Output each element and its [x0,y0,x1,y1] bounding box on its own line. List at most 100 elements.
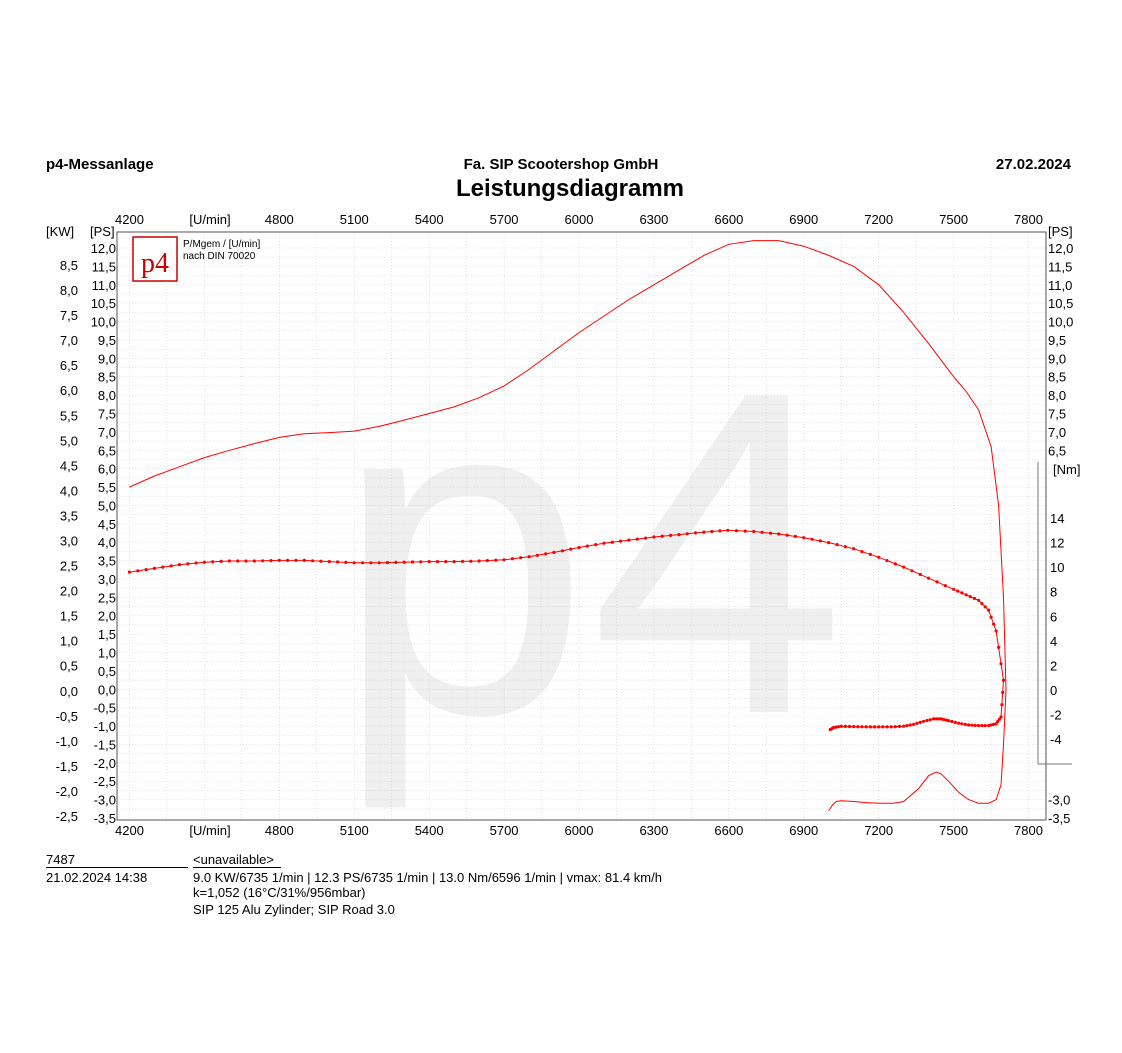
nm-tick-label: 10 [1050,560,1064,575]
nm-tick-label: -2 [1050,708,1062,723]
torque-marker [444,560,448,564]
x-tick-label-top: 7200 [864,212,893,227]
torque-marker [577,545,581,550]
x-tick-label-bottom: 5400 [415,823,444,838]
ps-tick-label-right: 7,0 [1048,425,1066,440]
torque-marker [802,536,806,540]
kw-tick-label: -0,5 [56,709,78,724]
torque-marker [968,595,972,599]
logo-text: p4 [141,248,169,279]
torque-marker [942,717,946,722]
torque-marker [211,560,215,564]
torque-marker [302,558,306,563]
ps-tick-label-left: 5,0 [98,498,116,513]
kw-tick-label: 8,0 [60,283,78,298]
kw-axis-label: [KW] [46,224,74,239]
torque-marker [902,724,906,728]
torque-marker [827,541,831,545]
torque-marker [970,723,974,727]
header-center: Fa. SIP Scootershop GmbH [463,156,659,173]
kw-tick-label: 7,0 [60,333,78,348]
torque-marker [311,559,315,563]
torque-marker [319,559,323,563]
torque-marker [839,724,843,728]
torque-marker [427,560,431,564]
kw-tick-label: -1,5 [56,759,78,774]
torque-marker [344,560,348,565]
x-tick-label-bottom: 5700 [490,823,519,838]
ps-tick-label-left: 4,0 [98,535,116,550]
ps-tick-label-left: 11,0 [92,278,116,293]
ps-tick-label-left: -3,5 [94,811,116,826]
torque-marker [677,533,681,537]
torque-marker [925,718,929,723]
x-tick-label-bottom: 7800 [1014,823,1043,838]
ps-tick-label-left: 1,5 [98,627,116,642]
header-left: p4-Messanlage [46,156,154,173]
torque-marker [997,717,1002,721]
torque-marker [918,720,922,725]
torque-marker [610,540,614,544]
torque-marker [852,725,856,729]
torque-marker [843,545,848,549]
torque-marker [527,555,531,559]
kw-tick-label: -1,0 [56,734,78,749]
torque-marker [1001,678,1006,682]
torque-marker [810,537,814,541]
torque-marker [856,725,860,729]
x-tick-label-top: 5100 [340,212,369,227]
torque-marker [852,547,856,551]
x-tick-label-bottom: 4800 [265,823,294,838]
ps-tick-label-left: 0,0 [98,682,116,697]
torque-marker [402,560,406,564]
ps-tick-label-left: 6,0 [98,462,116,477]
torque-marker [989,615,993,619]
torque-marker [494,558,498,562]
torque-marker [963,722,967,727]
kw-tick-label: -2,0 [56,784,78,799]
torque-marker [410,560,415,564]
torque-marker [227,559,231,563]
torque-marker [994,629,998,633]
run-id-underline [46,867,188,868]
ps-tick-label-left: 3,5 [98,554,116,569]
torque-marker [152,566,157,571]
torque-marker [934,717,938,721]
torque-marker [244,559,248,563]
torque-marker [835,543,839,547]
torque-marker [793,534,798,539]
ps-tick-label-left: 7,0 [98,425,116,440]
torque-marker [860,550,864,554]
torque-marker [935,580,939,584]
torque-marker [999,715,1003,719]
kw-tick-label: 8,5 [60,258,78,273]
torque-marker [947,719,951,723]
torque-marker [980,724,984,728]
ps-tick-label-left: 9,5 [98,333,116,348]
torque-marker [294,558,298,563]
torque-marker [635,537,639,541]
torque-marker [912,722,916,727]
torque-marker [952,587,956,591]
torque-marker [872,725,877,729]
torque-marker [837,725,841,729]
nm-tick-label: 4 [1050,634,1057,649]
torque-marker [992,722,996,727]
x-tick-label-top: 5400 [415,212,444,227]
ps-tick-label-right: -3,0 [1048,793,1070,808]
torque-marker [987,608,991,612]
power-curve [129,240,1007,811]
ps-tick-label-right: 11,0 [1048,278,1072,293]
ps-tick-label-left: 1,0 [98,646,116,661]
ps-tick-label-left: -3,0 [94,793,116,808]
torque-marker [828,727,833,732]
nm-tick-label: 2 [1050,658,1057,673]
torque-marker [957,721,961,725]
torque-marker [144,568,148,572]
torque-marker [889,725,893,729]
ps-tick-label-left: -1,0 [94,719,116,734]
ps-tick-label-right: 9,5 [1048,333,1066,348]
kw-tick-label: 2,5 [60,559,78,574]
torque-marker [286,558,290,563]
torque-marker [932,717,936,721]
